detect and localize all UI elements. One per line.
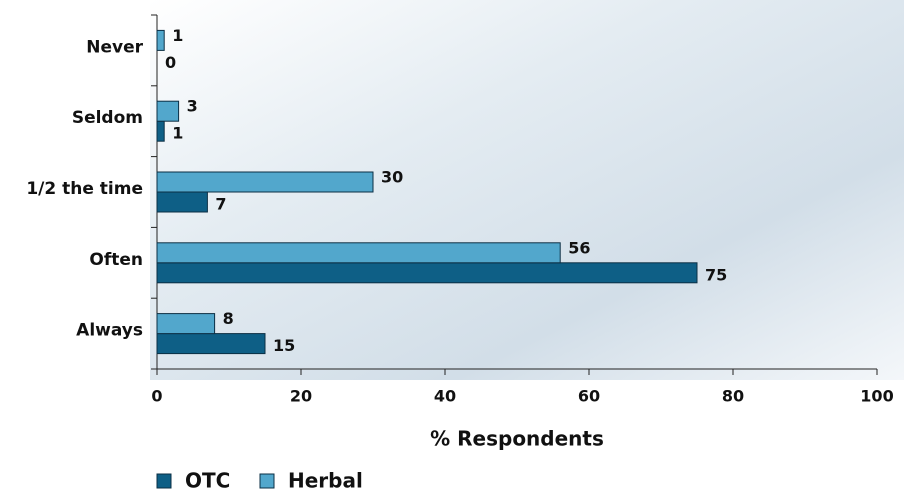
bar <box>156 333 266 355</box>
bar <box>156 262 698 284</box>
data-label: 8 <box>223 309 234 328</box>
legend-swatch <box>156 473 172 489</box>
bar <box>156 120 165 142</box>
bar <box>156 242 561 264</box>
data-label: 56 <box>568 238 590 257</box>
data-label: 1 <box>172 124 183 143</box>
data-label: 3 <box>187 97 198 116</box>
legend-label: Herbal <box>288 469 363 493</box>
bar <box>156 171 374 193</box>
x-tick-label: 40 <box>434 387 456 406</box>
y-tick-label: Often <box>89 250 143 270</box>
x-tick-label: 0 <box>151 387 162 406</box>
legend-label: OTC <box>185 469 230 493</box>
legend-swatch <box>259 473 275 489</box>
data-label: 7 <box>215 195 226 214</box>
bar <box>156 29 165 51</box>
bar <box>156 313 216 335</box>
bar <box>156 100 180 122</box>
x-tick-label: 60 <box>578 387 600 406</box>
x-tick-label: 20 <box>290 387 312 406</box>
y-tick-label: 1/2 the time <box>26 179 143 199</box>
y-tick-label: Seldom <box>72 108 143 128</box>
data-label: 15 <box>273 336 295 355</box>
bar <box>156 191 208 213</box>
x-tick-label: 100 <box>860 387 893 406</box>
data-label: 1 <box>172 26 183 45</box>
y-tick-label: Always <box>76 321 143 341</box>
y-tick-label: Never <box>86 37 143 57</box>
data-label: 75 <box>705 265 727 284</box>
data-label: 0 <box>165 53 176 72</box>
x-axis-title: % Respondents <box>430 427 604 451</box>
x-tick-label: 80 <box>722 387 744 406</box>
data-label: 30 <box>381 168 403 187</box>
